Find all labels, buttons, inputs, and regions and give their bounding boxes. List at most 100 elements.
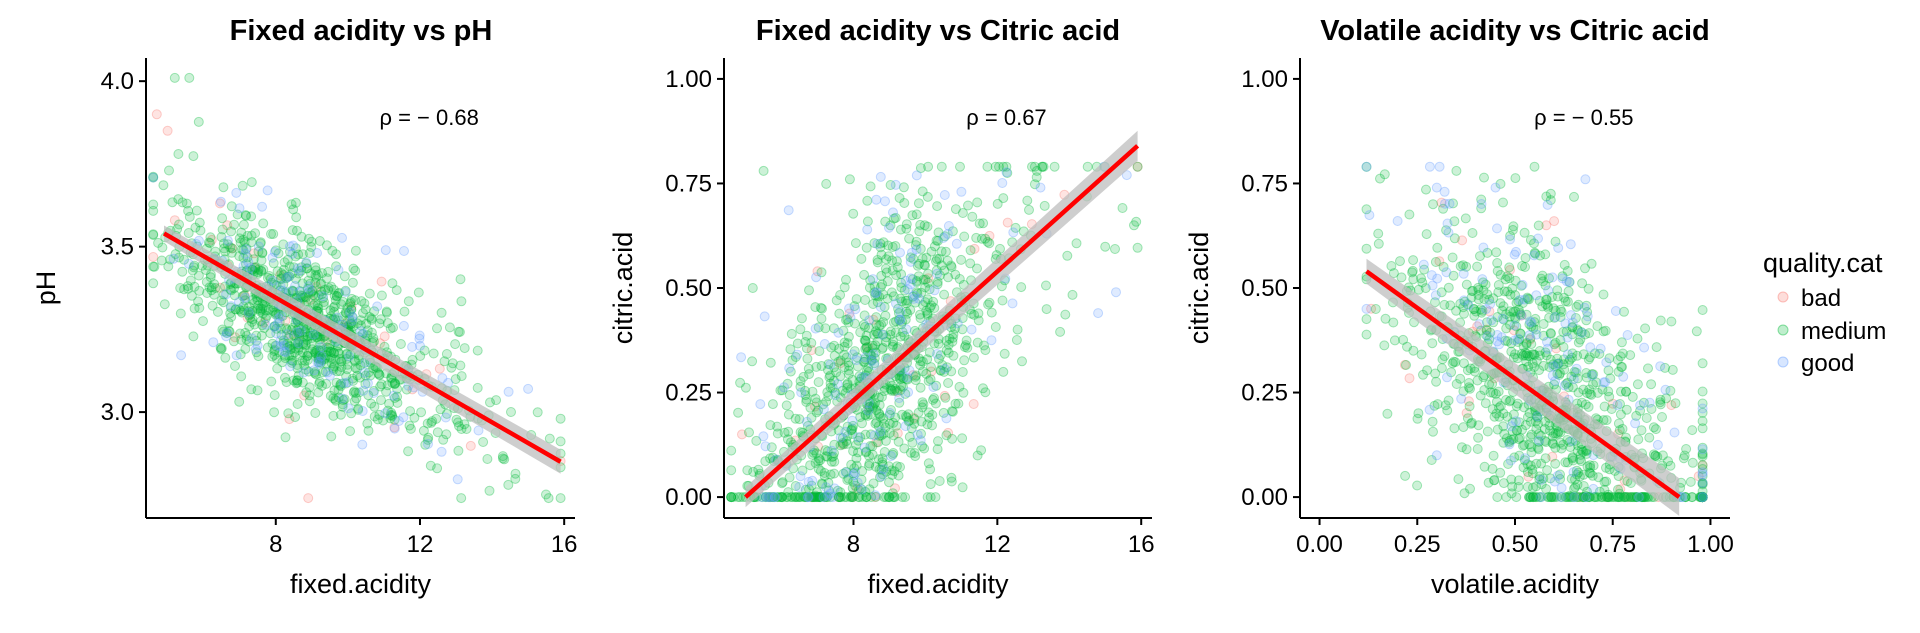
point-medium xyxy=(895,374,906,385)
point-medium xyxy=(314,236,325,246)
point-good xyxy=(1364,210,1375,221)
point-good xyxy=(272,318,283,329)
point-medium xyxy=(326,281,337,292)
point-good xyxy=(872,239,883,249)
point-medium xyxy=(236,227,247,238)
point-good xyxy=(523,383,534,394)
point-medium xyxy=(244,310,255,321)
point-medium xyxy=(293,342,304,353)
point-medium xyxy=(860,410,871,421)
point-medium xyxy=(364,312,375,322)
point-bad xyxy=(984,230,995,241)
point-good xyxy=(343,377,354,388)
y-axis-label: pH xyxy=(31,271,61,306)
point-medium xyxy=(877,344,888,354)
point-medium xyxy=(1562,296,1573,307)
point-medium xyxy=(376,395,386,406)
point-medium xyxy=(303,233,314,244)
point-good xyxy=(819,339,830,349)
point-good xyxy=(1426,270,1437,281)
point-medium xyxy=(1463,382,1474,393)
point-medium xyxy=(881,254,892,265)
point-good xyxy=(345,307,356,318)
point-medium xyxy=(355,360,366,371)
point-medium xyxy=(901,219,912,230)
point-medium xyxy=(184,72,195,83)
point-medium xyxy=(898,182,909,193)
point-medium xyxy=(1451,165,1462,176)
point-medium xyxy=(225,284,236,295)
point-medium xyxy=(1459,488,1470,499)
point-medium xyxy=(801,343,812,354)
point-medium xyxy=(876,391,887,402)
point-medium xyxy=(247,264,258,275)
point-medium xyxy=(349,355,360,366)
point-medium xyxy=(352,318,363,329)
x-tick-label: 16 xyxy=(551,531,578,558)
point-medium xyxy=(873,328,883,339)
point-medium xyxy=(834,308,845,319)
point-medium xyxy=(1404,209,1415,220)
point-medium xyxy=(958,387,969,398)
point-medium xyxy=(876,249,887,260)
point-medium xyxy=(219,243,230,254)
point-medium xyxy=(806,492,817,503)
point-medium xyxy=(405,406,416,417)
point-medium xyxy=(905,447,916,458)
point-medium xyxy=(205,232,216,243)
point-medium xyxy=(294,327,305,338)
point-medium xyxy=(934,253,945,264)
point-medium xyxy=(939,289,950,300)
point-good xyxy=(287,248,298,259)
point-medium xyxy=(930,492,941,503)
point-medium xyxy=(732,492,743,503)
point-medium xyxy=(1037,161,1048,172)
point-medium xyxy=(215,342,226,353)
point-good xyxy=(1093,308,1104,319)
point-good xyxy=(221,289,232,300)
point-medium xyxy=(826,456,837,467)
point-medium xyxy=(346,408,357,419)
point-medium xyxy=(795,376,806,387)
point-medium xyxy=(302,335,313,345)
point-medium xyxy=(847,492,858,503)
point-medium xyxy=(931,256,941,267)
point-medium xyxy=(959,355,970,366)
point-medium xyxy=(933,436,943,447)
point-good xyxy=(853,432,863,443)
point-medium xyxy=(384,398,395,409)
point-medium xyxy=(874,408,885,419)
point-bad xyxy=(169,215,180,226)
point-bad xyxy=(389,422,400,433)
point-medium xyxy=(984,297,995,308)
point-medium xyxy=(341,349,352,360)
point-good xyxy=(324,370,335,381)
point-medium xyxy=(862,410,873,421)
point-good xyxy=(208,337,219,348)
point-medium xyxy=(1512,398,1523,409)
point-medium xyxy=(255,305,266,316)
point-good xyxy=(1536,474,1547,485)
point-medium xyxy=(766,442,777,453)
point-medium xyxy=(922,221,933,232)
point-good xyxy=(1418,259,1429,270)
point-medium xyxy=(446,362,457,373)
point-medium xyxy=(334,348,345,359)
point-medium xyxy=(733,407,744,418)
point-medium xyxy=(270,307,281,318)
point-medium xyxy=(306,236,317,247)
point-bad xyxy=(222,220,233,231)
point-medium xyxy=(362,330,373,341)
point-good xyxy=(318,291,328,302)
point-medium xyxy=(257,248,268,259)
point-bad xyxy=(294,330,305,341)
point-medium xyxy=(817,303,827,314)
point-medium xyxy=(284,261,295,272)
point-medium xyxy=(735,377,746,388)
point-medium xyxy=(815,492,826,503)
point-medium xyxy=(259,323,270,333)
point-medium xyxy=(181,198,192,209)
point-good xyxy=(1635,400,1646,411)
point-medium xyxy=(1506,488,1517,499)
point-medium xyxy=(295,292,306,303)
